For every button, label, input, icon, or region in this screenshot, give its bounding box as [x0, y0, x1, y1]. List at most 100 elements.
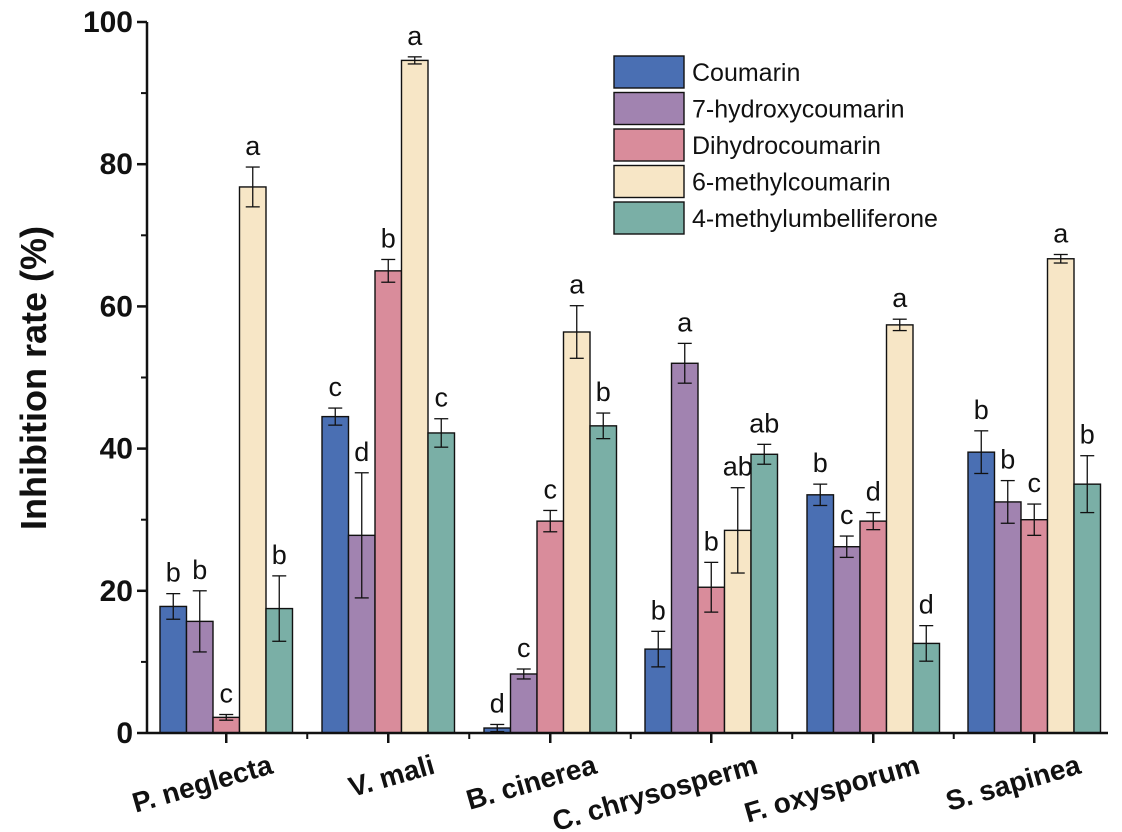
error-bar-2-4 — [596, 412, 611, 440]
sig-letter-2-4: b — [596, 377, 611, 407]
x-tick-label-5: S. sapinea — [942, 749, 1084, 817]
x-tick-label-1: V. mali — [345, 749, 438, 803]
legend-label-0: Coumarin — [692, 59, 800, 87]
bar-1-3 — [400, 59, 429, 734]
legend: Coumarin 7-hydroxycoumarin Dihydrocoumarin… — [613, 55, 938, 235]
error-bar-1-3 — [407, 56, 422, 65]
error-bar-0-3 — [245, 166, 260, 208]
sig-letter-5-2: c — [1028, 468, 1042, 498]
bar-3-4 — [750, 453, 779, 734]
error-bar-2-1 — [516, 668, 531, 680]
legend-swatch-1 — [613, 91, 685, 126]
error-bar-3-3 — [730, 487, 745, 574]
bar-0-0 — [159, 605, 188, 734]
error-bar-5-0 — [974, 430, 989, 475]
sig-letter-0-3: a — [245, 131, 261, 161]
y-tick-label-5: 100 — [83, 6, 133, 39]
legend-label-1: 7-hydroxycoumarin — [692, 96, 905, 124]
bar-3-1 — [670, 362, 699, 734]
y-tick-label-4: 80 — [100, 148, 133, 181]
sig-letter-0-1: b — [192, 555, 207, 585]
legend-swatch-2 — [613, 128, 685, 162]
legend-swatch-3 — [613, 164, 685, 199]
sig-letter-0-2: c — [220, 679, 234, 709]
error-bar-0-4 — [272, 575, 287, 642]
error-bars-layer — [166, 56, 1095, 733]
sig-letter-4-3: a — [892, 283, 908, 313]
bar-4-2 — [859, 520, 888, 734]
bar-4-3 — [885, 324, 914, 734]
sig-letter-1-0: c — [329, 372, 343, 402]
error-bar-2-2 — [543, 509, 558, 533]
sig-letter-4-2: d — [866, 477, 881, 507]
error-bar-5-3 — [1053, 253, 1068, 264]
bar-2-1 — [509, 673, 538, 734]
bar-2-3 — [562, 331, 591, 734]
sig-letter-3-0: b — [651, 595, 666, 625]
sig-letter-3-4: ab — [749, 408, 779, 438]
bar-2-4 — [589, 425, 618, 734]
legend-label-3: 6-methylcoumarin — [692, 169, 891, 197]
sig-letter-2-3: a — [569, 270, 585, 300]
sig-letter-1-1: d — [354, 437, 369, 467]
x-tick-label-0: P. neglecta — [129, 749, 277, 819]
legend-swatch-0 — [613, 55, 685, 89]
error-bar-3-4 — [757, 443, 772, 465]
error-bar-0-0 — [166, 592, 181, 620]
y-tick-label-1: 20 — [100, 575, 133, 608]
sig-letter-1-4: c — [435, 383, 449, 413]
bar-1-2 — [374, 270, 403, 734]
bar-1-4 — [427, 432, 456, 734]
error-bar-1-2 — [381, 258, 396, 283]
sig-letter-5-1: b — [1000, 445, 1015, 475]
error-bar-4-3 — [892, 318, 907, 332]
error-bar-1-4 — [434, 418, 449, 448]
error-bar-2-0 — [490, 723, 505, 733]
bar-5-2 — [1020, 519, 1049, 734]
sig-letter-4-0: b — [813, 448, 828, 478]
y-tick-label-2: 40 — [100, 433, 133, 466]
error-bar-4-1 — [839, 535, 854, 559]
sig-letter-0-0: b — [166, 558, 181, 588]
bar-0-3 — [238, 186, 267, 734]
legend-label-2: Dihydrocoumarin — [692, 132, 881, 160]
sig-letter-1-2: b — [381, 223, 396, 253]
bar-5-1 — [993, 501, 1022, 734]
error-bar-4-4 — [919, 624, 934, 662]
sig-letter-5-4: b — [1080, 420, 1095, 450]
error-bar-2-3 — [569, 305, 584, 359]
sig-letter-2-0: d — [490, 688, 505, 718]
bar-1-0 — [321, 415, 350, 734]
bar-4-1 — [832, 546, 861, 734]
error-bar-4-0 — [813, 483, 828, 507]
bar-5-3 — [1046, 258, 1075, 734]
sig-letter-5-0: b — [974, 395, 989, 425]
sig-letter-1-3: a — [407, 21, 423, 51]
bar-5-4 — [1073, 483, 1102, 734]
sig-letter-4-4: d — [919, 590, 934, 620]
x-tick-label-4: F. oxysporum — [741, 749, 923, 829]
y-ticks-layer: 0 20 40 60 80 100 — [83, 6, 147, 750]
sig-letter-3-1: a — [677, 307, 693, 337]
error-bar-0-1 — [192, 590, 207, 653]
error-bar-5-4 — [1080, 455, 1095, 514]
error-bar-5-2 — [1027, 503, 1042, 536]
sig-letter-0-4: b — [272, 540, 287, 570]
error-bar-3-2 — [704, 561, 719, 613]
bar-4-0 — [806, 494, 835, 734]
sig-letter-2-2: c — [544, 474, 558, 504]
y-axis-title: Inhibition rate (%) — [13, 226, 54, 530]
sig-letter-3-3: ab — [723, 452, 753, 482]
legend-label-4: 4-methylumbelliferone — [692, 205, 938, 233]
error-bar-1-0 — [328, 407, 343, 426]
legend-swatch-4 — [613, 201, 685, 235]
bar-2-2 — [536, 520, 565, 734]
error-bar-3-0 — [651, 630, 666, 668]
error-bar-1-1 — [354, 472, 369, 599]
error-bar-0-2 — [219, 713, 234, 721]
bar-5-0 — [967, 451, 996, 734]
sig-letter-3-2: b — [704, 526, 719, 556]
